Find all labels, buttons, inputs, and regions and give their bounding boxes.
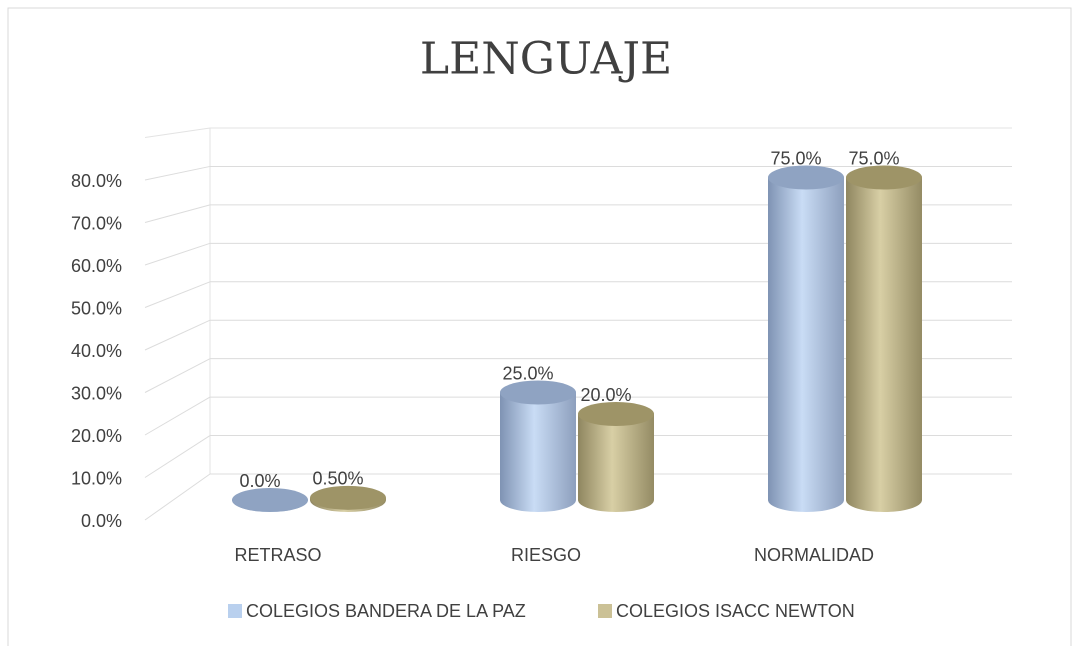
legend-swatch: [598, 604, 612, 618]
legend-label: COLEGIOS BANDERA DE LA PAZ: [246, 601, 526, 621]
cylinder: [768, 177, 844, 512]
grid-line: [144, 204, 211, 223]
x-tick-label: RETRASO: [234, 545, 321, 565]
grid-line: [144, 319, 211, 351]
y-tick-label: 60.0%: [71, 256, 122, 276]
value-label: 0.0%: [239, 471, 280, 491]
y-tick-label: 50.0%: [71, 298, 122, 318]
chart-title: LENGUAJE: [420, 34, 672, 85]
y-tick-label: 0.0%: [81, 511, 122, 531]
value-label: 75.0%: [770, 148, 821, 168]
value-label: 75.0%: [848, 148, 899, 168]
chart-frame: [7, 7, 1072, 646]
value-label: 0.50%: [312, 469, 363, 489]
x-tick-label: RIESGO: [511, 545, 581, 565]
y-tick-label: 40.0%: [71, 341, 122, 361]
cylinder-top: [846, 165, 922, 190]
value-label: 25.0%: [502, 363, 553, 383]
legend-swatch: [228, 604, 242, 618]
cylinder: [846, 177, 922, 512]
y-tick-label: 30.0%: [71, 383, 122, 403]
grid-line: [144, 242, 211, 266]
grid-line: [144, 396, 211, 436]
grid-line: [144, 281, 211, 308]
legend-label: COLEGIOS ISACC NEWTON: [616, 601, 855, 621]
grid-line: [144, 358, 211, 393]
cylinder-top: [768, 165, 844, 190]
cylinder-top: [578, 402, 654, 426]
cylinder-top: [500, 380, 576, 405]
y-tick-label: 20.0%: [71, 426, 122, 446]
y-tick-label: 80.0%: [71, 171, 122, 191]
grid-line: [144, 473, 211, 521]
cylinder: [578, 414, 654, 512]
grid-line: [144, 165, 211, 181]
cylinder-top: [310, 485, 386, 510]
wall-edge: [144, 127, 211, 138]
cylinder: [500, 392, 576, 512]
cylinder-top: [232, 488, 308, 512]
y-tick-label: 10.0%: [71, 468, 122, 488]
x-tick-label: NORMALIDAD: [754, 545, 874, 565]
y-tick-label: 70.0%: [71, 213, 122, 233]
value-label: 20.0%: [580, 385, 631, 405]
grid-line: [144, 435, 211, 478]
